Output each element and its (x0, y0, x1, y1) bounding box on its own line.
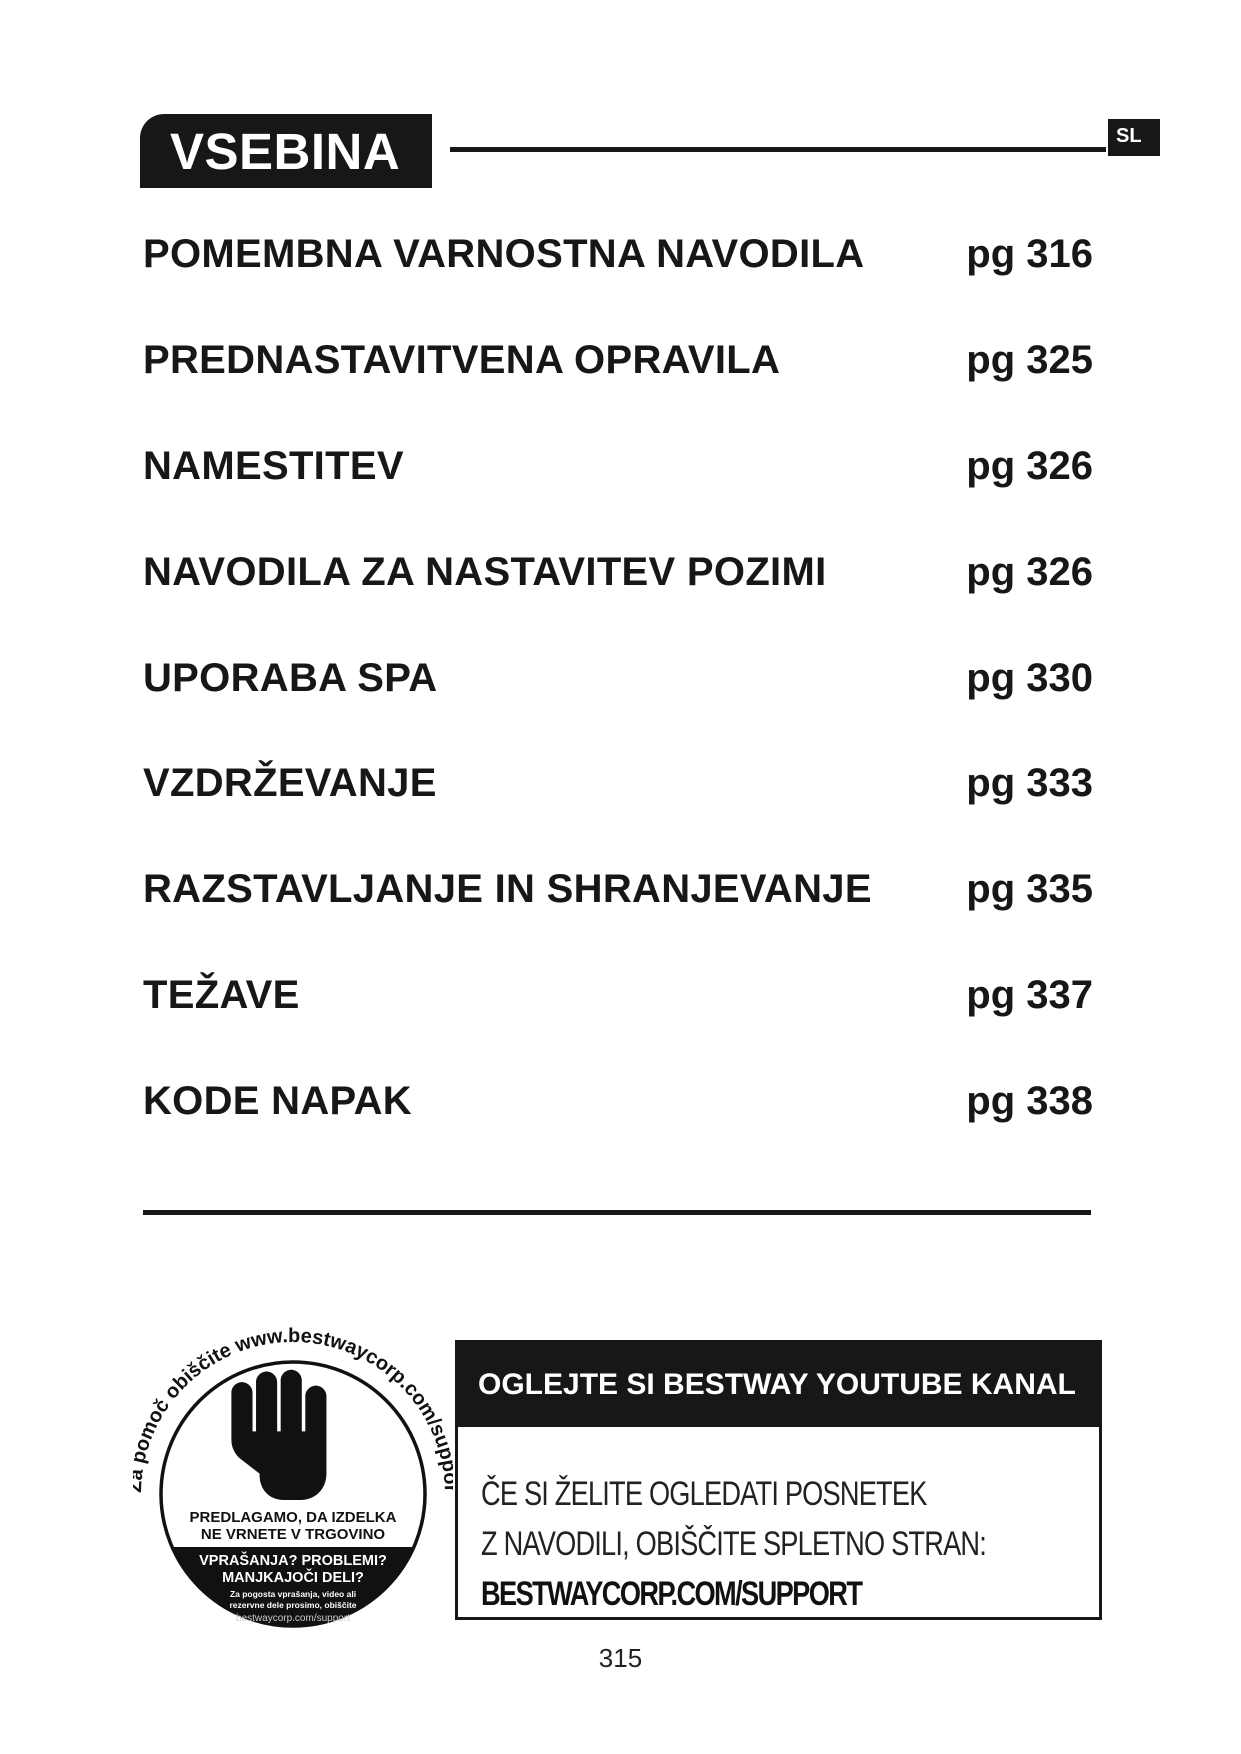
svg-text:MANJKAJOČI DELI?: MANJKAJOČI DELI? (222, 1568, 364, 1586)
svg-text:NE VRNETE V TRGOVINO: NE VRNETE V TRGOVINO (201, 1526, 386, 1543)
svg-text:bestwaycorp.com/support: bestwaycorp.com/support (236, 1613, 350, 1624)
svg-text:rezervne dele prosimo, obišči: rezervne dele prosimo, obiščite (229, 1600, 356, 1610)
svg-text:PREDLAGAMO, DA IZDELKA: PREDLAGAMO, DA IZDELKA (190, 1509, 397, 1526)
svg-text:VPRAŠANJA? PROBLEMI?: VPRAŠANJA? PROBLEMI? (199, 1551, 387, 1569)
svg-text:Za pogosta vprašanja, video al: Za pogosta vprašanja, video ali (230, 1589, 356, 1599)
